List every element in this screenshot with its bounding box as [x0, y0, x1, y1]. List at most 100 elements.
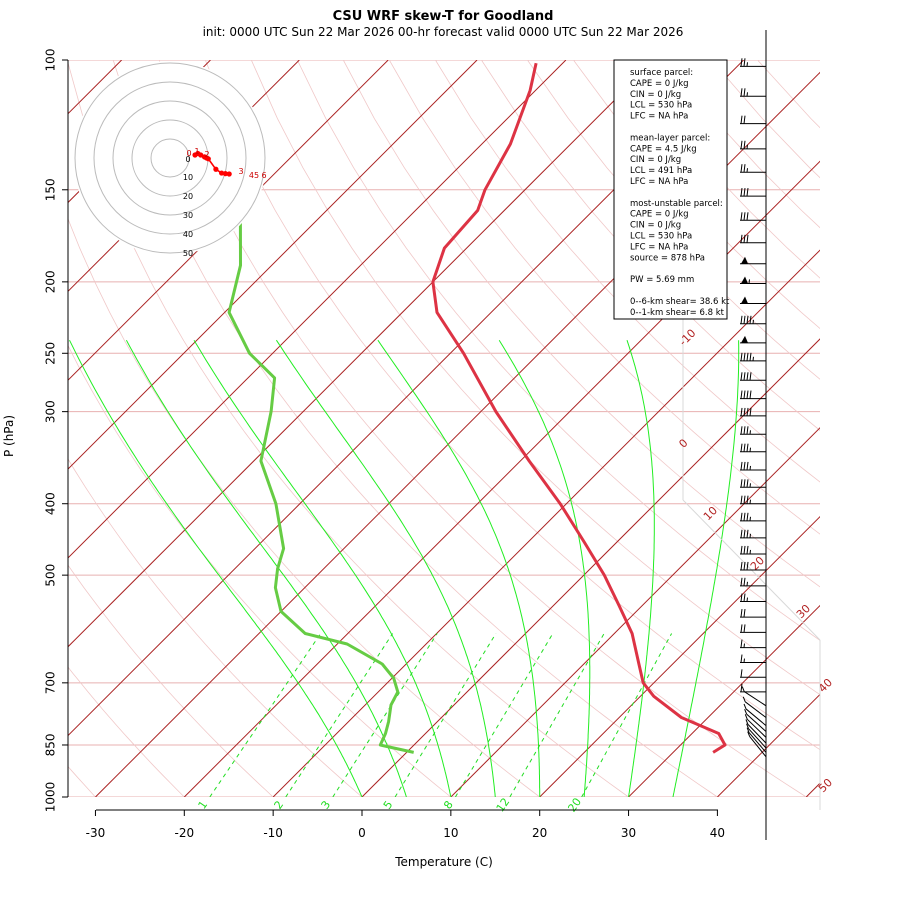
- hodograph-height-label: 1: [194, 147, 199, 156]
- barb-full: [744, 479, 745, 487]
- barb-full: [747, 372, 748, 380]
- wind-barb: [740, 609, 766, 617]
- barb-full: [747, 212, 748, 220]
- wind-barb: [740, 336, 766, 343]
- dry-adiabat: [205, 60, 895, 797]
- barb-flag: [741, 336, 748, 343]
- barb-full: [742, 687, 744, 692]
- barb-full: [741, 426, 742, 434]
- dewpoint-profile: [229, 220, 414, 752]
- barb-full: [741, 462, 742, 470]
- barb-full: [744, 594, 745, 602]
- barb-full: [741, 496, 742, 504]
- barb-flag: [741, 297, 748, 304]
- barb-full: [747, 546, 748, 554]
- wind-barb: [740, 372, 766, 380]
- barb-full: [744, 316, 745, 324]
- barb-half: [750, 517, 751, 521]
- wind-barb: [740, 297, 766, 304]
- barb-full: [741, 669, 742, 677]
- wind-barb: [740, 141, 766, 149]
- barb-full: [744, 578, 745, 586]
- dry-adiabat: [251, 60, 900, 797]
- barb-full: [741, 513, 742, 521]
- x-axis-label: Temperature (C): [394, 855, 493, 869]
- wind-barb: [740, 669, 766, 677]
- wind-barb: [740, 546, 766, 554]
- barb-half: [747, 62, 748, 66]
- barb-full: [744, 546, 745, 554]
- barb-half: [750, 500, 751, 504]
- barb-full: [747, 562, 748, 570]
- wind-barb: [742, 687, 766, 706]
- barb-full: [741, 372, 742, 380]
- barb-half: [744, 659, 745, 663]
- info-line: surface parcel:: [630, 68, 693, 78]
- isotherm-label: 0: [676, 436, 690, 450]
- wind-barb: [740, 444, 766, 452]
- info-line: CIN = 0 J/kg: [630, 90, 681, 100]
- wind-barb: [740, 235, 766, 243]
- isotherm-label: 50: [816, 776, 835, 795]
- hodograph-height-label: 6: [261, 171, 266, 180]
- isotherm-line: [184, 60, 900, 797]
- info-line: LFC = NA hPa: [630, 112, 688, 122]
- wind-barb: [740, 578, 766, 586]
- barb-full: [741, 116, 742, 124]
- info-line: 0--1-km shear= 6.8 kt: [630, 308, 725, 318]
- barb-full: [744, 391, 745, 399]
- barb-full: [750, 391, 751, 399]
- barb-full: [741, 530, 742, 538]
- barb-full: [744, 513, 745, 521]
- barb-full: [750, 372, 751, 380]
- barb-full: [747, 408, 748, 416]
- barb-full: [741, 353, 742, 361]
- barb-full: [744, 426, 745, 434]
- mixing-ratio-label: 12: [494, 796, 513, 815]
- x-tick-label: 0: [358, 826, 366, 840]
- barb-full: [741, 316, 742, 324]
- wind-barb: [740, 496, 766, 504]
- barb-half: [747, 92, 748, 96]
- barb-full: [741, 141, 742, 149]
- x-tick-label: 20: [532, 826, 547, 840]
- barb-flag: [741, 276, 748, 283]
- moist-adiabat: [378, 340, 540, 797]
- barb-full: [744, 609, 745, 617]
- hodograph-height-label: 2: [204, 150, 209, 159]
- barb-full: [744, 462, 745, 470]
- barb-full: [744, 444, 745, 452]
- barb-half: [750, 483, 751, 487]
- barb-half: [753, 320, 754, 324]
- info-line: LFC = NA hPa: [630, 242, 688, 252]
- barb-full: [741, 594, 742, 602]
- info-line: mean-layer parcel:: [630, 133, 710, 143]
- x-tick-label: -30: [86, 826, 106, 840]
- hodograph-height-label: 3: [238, 167, 243, 176]
- hodograph-point: [213, 167, 218, 172]
- barb-full: [741, 58, 742, 66]
- barb-half: [744, 644, 745, 648]
- barb-full: [741, 479, 742, 487]
- wind-barb: [740, 116, 766, 124]
- barb-full: [741, 578, 742, 586]
- barb-full: [747, 353, 748, 361]
- barb-half: [750, 430, 751, 434]
- isotherm-label: 30: [794, 602, 813, 621]
- barb-full: [744, 235, 745, 243]
- barb-full: [744, 212, 745, 220]
- barb-half: [747, 582, 748, 586]
- barb-full: [743, 697, 745, 702]
- info-line: most-unstable parcel:: [630, 199, 723, 209]
- barb-full: [744, 353, 745, 361]
- barb-half: [750, 466, 751, 470]
- wind-barb: [740, 624, 766, 632]
- wind-barb: [740, 594, 766, 602]
- moist-adiabat: [126, 340, 406, 797]
- barb-half: [750, 534, 751, 538]
- hodograph-height-label: 0: [186, 149, 191, 158]
- wind-barb: [740, 353, 766, 361]
- x-tick-label: -10: [263, 826, 283, 840]
- chart-subtitle: init: 0000 UTC Sun 22 Mar 2026 00-hr for…: [203, 25, 684, 39]
